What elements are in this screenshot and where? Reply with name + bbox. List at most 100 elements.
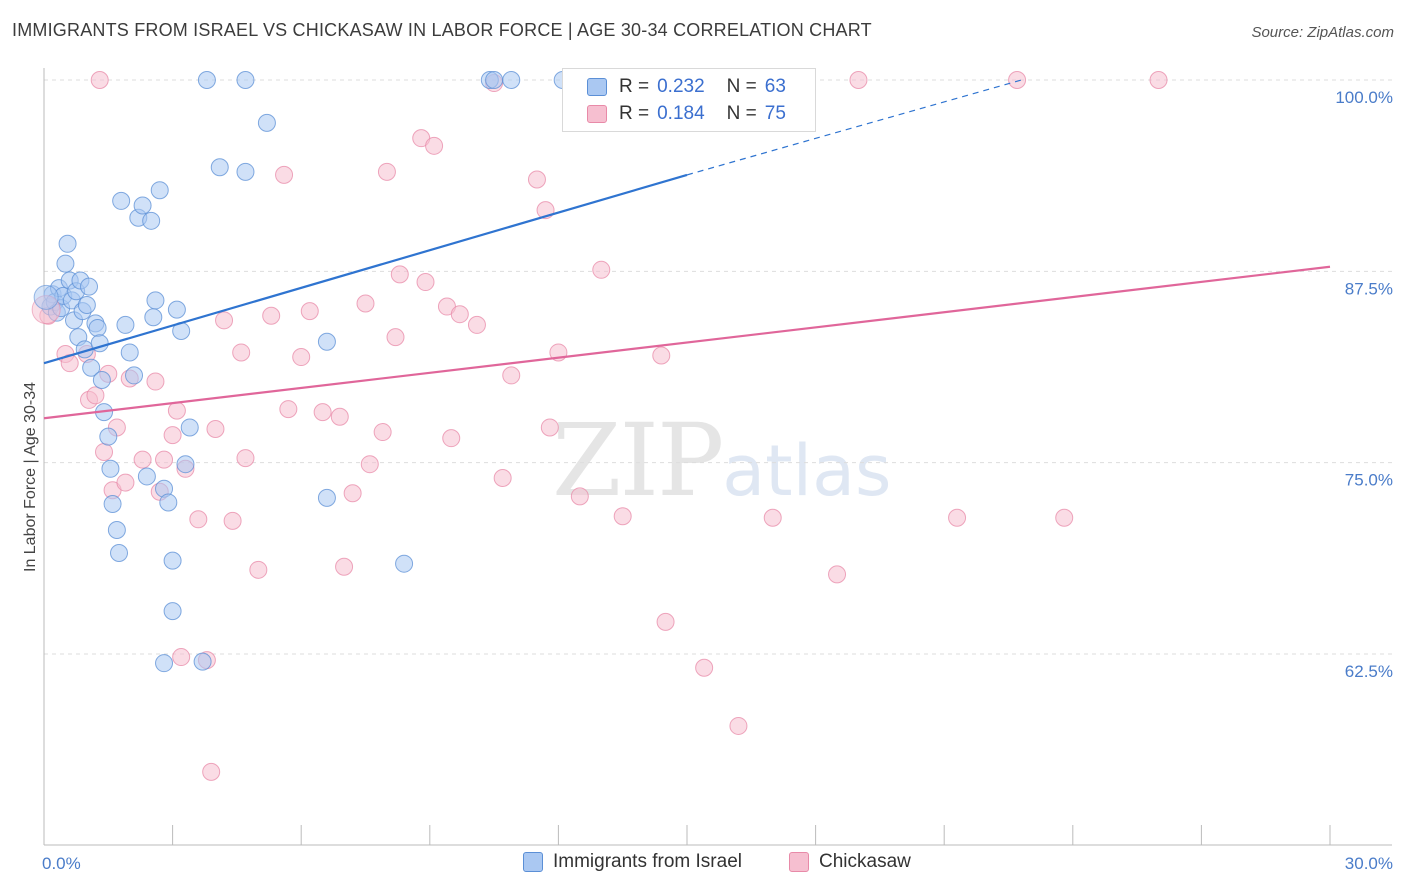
israel-point xyxy=(257,113,276,132)
chickasaw-point xyxy=(356,294,375,313)
chickasaw-point xyxy=(249,560,268,579)
israel-r-label: R = xyxy=(619,76,650,97)
israel-point xyxy=(88,318,107,337)
chickasaw-r-label: R = xyxy=(619,103,650,124)
israel-point xyxy=(82,358,101,377)
israel-point xyxy=(107,521,126,540)
trend-lines xyxy=(43,79,1331,420)
israel-point xyxy=(502,71,521,89)
chickasaw-point xyxy=(652,346,671,365)
israel-point xyxy=(92,371,111,390)
chickasaw-point xyxy=(223,511,242,530)
chickasaw-point xyxy=(416,273,435,292)
bottom-legend-chickasaw: Chickasaw xyxy=(789,851,911,873)
legend-row-chickasaw: R = 0.184 N = 75 xyxy=(587,102,786,126)
correlation-legend: R = 0.232 N = 63 R = 0.184 N = 75 xyxy=(562,68,816,132)
bottom-israel-label: Immigrants from Israel xyxy=(553,851,742,872)
israel-n-label: N = xyxy=(726,76,757,97)
chickasaw-point xyxy=(377,162,396,181)
israel-point xyxy=(142,211,161,230)
israel-n-value: 63 xyxy=(764,76,786,97)
chickasaw-point xyxy=(527,170,546,189)
chickasaw-point xyxy=(390,265,409,284)
israel-point xyxy=(180,418,199,437)
israel-swatch xyxy=(587,78,607,96)
israel-point xyxy=(144,308,163,327)
bottom-legend-israel: Immigrants from Israel xyxy=(523,851,742,873)
chickasaw-point xyxy=(95,442,114,461)
axes xyxy=(43,68,1392,846)
israel-point xyxy=(58,234,77,253)
legend-row-israel: R = 0.232 N = 63 xyxy=(587,75,786,99)
israel-point xyxy=(99,427,118,446)
chickasaw-point xyxy=(1149,71,1168,89)
israel-point xyxy=(101,459,120,478)
chickasaw-point xyxy=(763,508,782,527)
chickasaw-point xyxy=(292,348,311,367)
chickasaw-point xyxy=(236,449,255,468)
israel-point xyxy=(210,158,229,177)
israel-point xyxy=(155,654,174,673)
chickasaw-point xyxy=(948,508,967,527)
israel-point xyxy=(150,181,169,200)
chickasaw-point xyxy=(360,455,379,474)
israel-point xyxy=(120,343,139,362)
bottom-chickasaw-label: Chickasaw xyxy=(819,851,911,872)
israel-point xyxy=(112,191,131,210)
chickasaw-r-value: 0.184 xyxy=(657,103,705,124)
x-tick-label: 30.0% xyxy=(1345,854,1393,873)
y-tick-label: 87.5% xyxy=(1345,279,1393,298)
israel-point xyxy=(236,71,255,89)
chickasaw-point xyxy=(592,260,611,279)
chickasaw-point xyxy=(189,510,208,529)
chickasaw-point xyxy=(849,71,868,89)
israel-point xyxy=(395,554,414,573)
chickasaw-point xyxy=(1008,71,1027,89)
israel-cluster-point xyxy=(33,284,59,310)
israel-trend-extension xyxy=(686,79,1022,176)
chickasaw-n-value: 75 xyxy=(764,103,786,124)
israel-point xyxy=(137,467,156,486)
chickasaw-point xyxy=(442,429,461,448)
chickasaw-point xyxy=(373,423,392,442)
israel-point xyxy=(163,602,182,621)
bottom-chickasaw-swatch xyxy=(789,852,809,872)
x-tick-label: 0.0% xyxy=(42,854,81,873)
y-tick-label: 100.0% xyxy=(1335,88,1393,107)
source-credit: Source: ZipAtlas.com xyxy=(1251,24,1394,41)
chickasaw-trend-line xyxy=(43,265,1331,420)
chart-title: IMMIGRANTS FROM ISRAEL VS CHICKASAW IN L… xyxy=(12,20,872,40)
chickasaw-point xyxy=(90,71,109,89)
israel-point xyxy=(176,455,195,474)
chickasaw-point xyxy=(425,136,444,155)
chickasaw-point xyxy=(656,612,675,631)
chickasaw-point xyxy=(695,658,714,677)
chickasaw-point xyxy=(330,407,349,426)
israel-point xyxy=(80,277,99,296)
chickasaw-point xyxy=(206,419,225,438)
chickasaw-swatch xyxy=(587,105,607,123)
israel-point xyxy=(159,493,178,512)
chickasaw-point xyxy=(133,450,152,469)
tick-labels: 62.5% 75.0% 87.5% 100.0% 0.0% 30.0% xyxy=(42,88,1393,873)
chickasaw-point xyxy=(313,403,332,422)
chickasaw-point xyxy=(828,565,847,584)
israel-point xyxy=(77,296,96,315)
chickasaw-point xyxy=(570,487,589,506)
israel-point xyxy=(125,366,144,385)
israel-point xyxy=(116,315,135,334)
y-tick-label: 75.0% xyxy=(1345,471,1393,490)
israel-point xyxy=(197,71,216,89)
chickasaw-point xyxy=(116,473,135,492)
chickasaw-point xyxy=(450,305,469,324)
y-tick-label: 62.5% xyxy=(1345,662,1393,681)
chickasaw-point xyxy=(172,648,191,667)
chickasaw-point xyxy=(613,507,632,526)
israel-point xyxy=(110,543,129,562)
chickasaw-point xyxy=(467,315,486,334)
israel-point xyxy=(103,494,122,513)
israel-point xyxy=(317,332,336,351)
chickasaw-point xyxy=(729,716,748,735)
chickasaw-n-label: N = xyxy=(726,103,757,124)
